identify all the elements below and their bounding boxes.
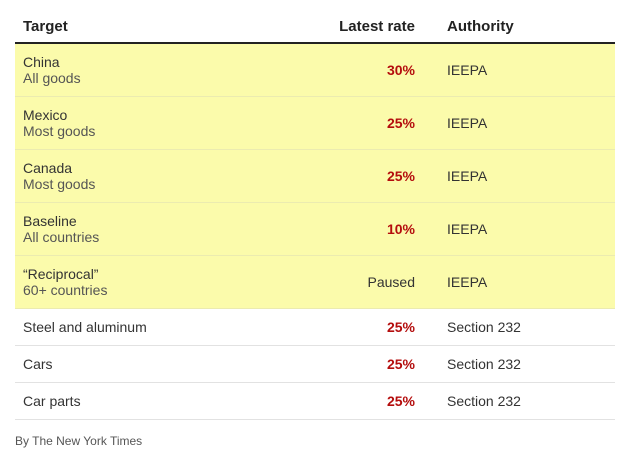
target-subtitle: 60+ countries [23,282,108,298]
target-name: Baseline [23,213,77,229]
table-row: Steel and aluminum 25% Section 232 [15,309,615,346]
rate-cell: 25% [386,393,415,409]
target-subtitle: All goods [23,70,81,86]
rate-cell: 25% [386,115,415,131]
target-cell: Canada Most goods [15,160,315,192]
authority-cell: Section 232 [447,393,521,409]
table-row: Baseline All countries 10% IEEPA [15,203,615,256]
table-row: “Reciprocal” 60+ countries Paused IEEPA [15,256,615,309]
header-rate: Latest rate [339,18,415,35]
rate-cell: 30% [386,62,415,78]
target-subtitle: Most goods [23,176,96,192]
target-cell: Car parts [15,393,315,409]
authority-cell: IEEPA [447,274,488,290]
target-name: Canada [23,160,73,176]
table-row: Car parts 25% Section 232 [15,383,615,420]
authority-cell: IEEPA [447,221,488,237]
target-name: Steel and aluminum [23,319,147,335]
target-cell: China All goods [15,54,315,86]
target-cell: Mexico Most goods [15,107,315,139]
authority-cell: IEEPA [447,168,488,184]
header-target: Target [23,18,68,35]
target-name: Cars [23,356,53,372]
target-subtitle: All countries [23,229,100,245]
tariff-table: Target Latest rate Authority China All g… [15,0,615,420]
target-name: “Reciprocal” [23,266,99,282]
table-row: Cars 25% Section 232 [15,346,615,383]
target-cell: Cars [15,356,315,372]
rate-cell: 25% [386,168,415,184]
table-header: Target Latest rate Authority [15,0,615,44]
table-row: Canada Most goods 25% IEEPA [15,150,615,203]
target-cell: Baseline All countries [15,213,315,245]
target-name: China [23,54,60,70]
target-subtitle: Most goods [23,123,96,139]
rate-cell: 25% [386,356,415,372]
target-name: Car parts [23,393,81,409]
rate-cell: 25% [386,319,415,335]
authority-cell: Section 232 [447,356,521,372]
target-cell: Steel and aluminum [15,319,315,335]
source-credit: By The New York Times [15,434,143,448]
rate-cell: 10% [386,221,415,237]
table-row: Mexico Most goods 25% IEEPA [15,97,615,150]
header-authority: Authority [447,18,514,35]
authority-cell: IEEPA [447,62,488,78]
rate-cell: Paused [367,274,415,290]
target-cell: “Reciprocal” 60+ countries [15,266,315,298]
authority-cell: IEEPA [447,115,488,131]
authority-cell: Section 232 [447,319,521,335]
table-row: China All goods 30% IEEPA [15,44,615,97]
target-name: Mexico [23,107,68,123]
